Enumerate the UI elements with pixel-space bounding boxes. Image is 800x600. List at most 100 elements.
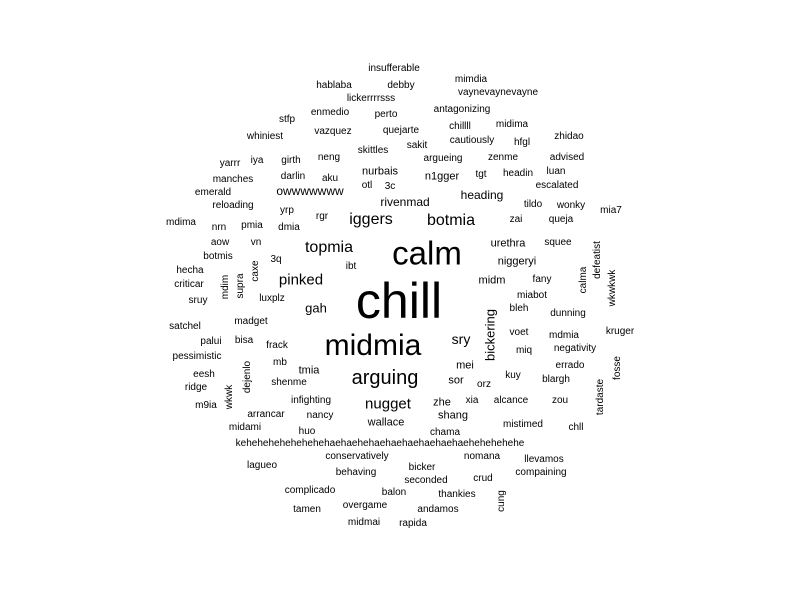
word: tardaste	[595, 378, 606, 416]
word: 3c	[384, 181, 396, 192]
word: overgame	[342, 500, 388, 511]
word: topmia	[304, 239, 354, 256]
word: pmia	[241, 220, 263, 231]
word: mimdia	[454, 74, 488, 85]
word: midami	[228, 422, 262, 433]
word: quejarte	[382, 125, 420, 136]
word: mia7	[600, 205, 622, 216]
word: advised	[549, 152, 585, 163]
word: wkwkwk	[607, 269, 618, 307]
word: stfp	[278, 114, 296, 125]
word: antagonizing	[433, 104, 491, 115]
word: heading	[460, 188, 504, 202]
word: mdim	[220, 274, 231, 300]
word: conservatively	[325, 451, 389, 462]
word: chillll	[449, 121, 471, 132]
word: chama	[429, 427, 461, 438]
word: ibt	[345, 261, 357, 272]
word: nrn	[211, 222, 227, 233]
word: argueing	[423, 153, 463, 164]
word: dejenlo	[242, 360, 253, 394]
word: neng	[317, 152, 341, 163]
word: girth	[281, 155, 301, 166]
word: owwwwwww	[276, 184, 344, 198]
word: kuy	[505, 370, 521, 381]
word: sakit	[406, 140, 428, 151]
word: complicado	[284, 485, 336, 496]
word: midmia	[324, 329, 422, 362]
word: escalated	[535, 180, 579, 191]
word: mistimed	[502, 419, 544, 430]
word: lagueo	[246, 460, 278, 471]
word: vaynevaynevayne	[457, 87, 539, 98]
word: queja	[548, 214, 574, 225]
word: zenme	[487, 152, 519, 163]
word: chll	[568, 422, 584, 433]
word: skittles	[357, 145, 389, 156]
word: yrp	[280, 205, 294, 216]
word: shenme	[271, 377, 307, 388]
word: cung	[496, 490, 507, 512]
word: dmia	[278, 222, 300, 233]
word: manches	[212, 174, 254, 185]
word: nomana	[463, 451, 501, 462]
word: blargh	[542, 374, 570, 385]
word: botmia	[426, 212, 476, 229]
word: mb	[273, 357, 287, 368]
word: kruger	[605, 326, 635, 337]
word: negativity	[553, 343, 597, 354]
word: tildo	[523, 199, 543, 210]
word: bisa	[234, 335, 254, 346]
word: madget	[234, 316, 268, 327]
word: shang	[438, 409, 468, 422]
word: chill	[355, 273, 443, 329]
word: tamen	[293, 504, 321, 515]
word: otl	[361, 180, 373, 191]
word: cautiously	[449, 135, 495, 146]
word: mei	[456, 359, 474, 372]
word: errado	[555, 360, 585, 371]
word: llevamos	[524, 454, 564, 465]
word: sry	[451, 331, 471, 347]
word: criticar	[174, 279, 204, 290]
word: crud	[473, 473, 493, 484]
word: zou	[551, 395, 569, 406]
word: xia	[465, 395, 479, 406]
word: botmis	[203, 251, 233, 262]
word: niggeryi	[497, 255, 537, 268]
word: darlin	[280, 171, 306, 182]
word: rivenmad	[380, 195, 430, 209]
word: satchel	[169, 321, 201, 332]
word: rapida	[399, 518, 427, 529]
word: n1gger	[424, 170, 460, 183]
word: arrancar	[247, 409, 285, 420]
word: perto	[374, 109, 398, 120]
word: wkwk	[224, 384, 235, 410]
word: frack	[266, 340, 288, 351]
word: nancy	[306, 410, 334, 421]
word: midm	[478, 274, 506, 287]
word: midmai	[347, 517, 381, 528]
word: gah	[305, 300, 327, 316]
word: tgt	[475, 169, 487, 180]
word: vazquez	[314, 126, 352, 137]
word: whiniest	[246, 131, 284, 142]
word: vn	[250, 237, 262, 248]
word: balon	[381, 487, 407, 498]
word: arguing	[351, 367, 419, 389]
word: urethra	[490, 237, 526, 250]
word: behaving	[335, 467, 377, 478]
word: iggers	[349, 211, 393, 228]
word: palui	[200, 336, 222, 347]
word: rgr	[315, 211, 329, 222]
word: pinked	[278, 271, 324, 289]
word: sor	[448, 374, 464, 387]
word: mdmia	[548, 330, 580, 341]
word: alcance	[493, 395, 529, 406]
word: insufferable	[368, 63, 420, 74]
word: thankies	[438, 489, 476, 500]
word: zhe	[433, 396, 451, 409]
word: reloading	[212, 200, 254, 211]
word: luxplz	[259, 293, 285, 304]
